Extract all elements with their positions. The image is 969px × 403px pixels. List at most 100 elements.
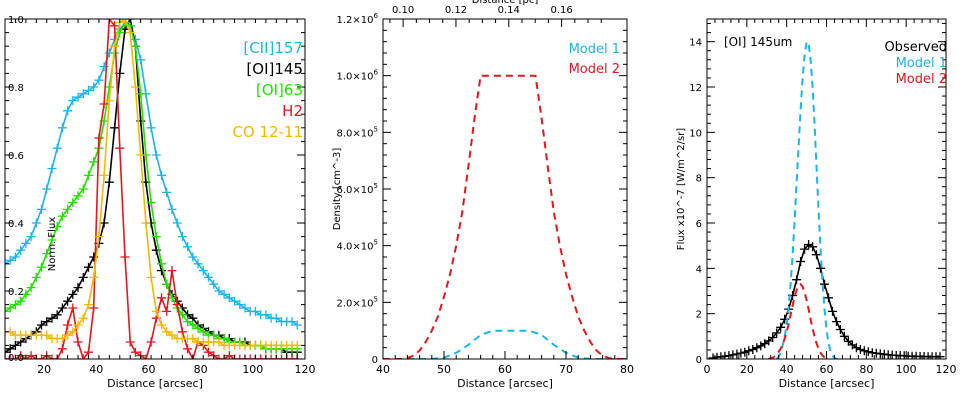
y-tick-label: 1.0×106 bbox=[337, 69, 379, 83]
data-point bbox=[10, 340, 20, 350]
x-tick-label: 40 bbox=[376, 363, 390, 376]
data-point bbox=[84, 262, 93, 272]
data-point bbox=[63, 296, 73, 306]
data-point bbox=[42, 184, 52, 194]
data-point bbox=[26, 232, 36, 242]
chart-panel-left: 20 40 60 80 100 120 0.0 0.2 0.4 0.6 0.8 1.0 Distance… bbox=[4, 15, 316, 390]
data-point bbox=[835, 325, 845, 334]
data-point bbox=[130, 82, 140, 92]
data-point bbox=[151, 306, 161, 316]
data-point bbox=[63, 204, 73, 214]
data-point bbox=[167, 266, 177, 276]
data-point bbox=[204, 347, 213, 357]
data-point bbox=[99, 99, 109, 109]
legend-entry: [OI]145 bbox=[246, 60, 303, 78]
data-point bbox=[146, 272, 156, 282]
y-tick-label: 0.0 bbox=[8, 353, 24, 364]
data-point bbox=[68, 327, 78, 337]
data-point bbox=[104, 177, 114, 187]
data-point bbox=[820, 279, 829, 289]
data-point bbox=[157, 259, 166, 269]
y-tick-label: 1.2×106 bbox=[337, 12, 379, 26]
y-tick-label: 10 bbox=[689, 128, 702, 139]
data-point bbox=[863, 347, 873, 357]
data-point bbox=[89, 272, 99, 282]
x-axis-label: Distance [arcsec] bbox=[107, 377, 203, 390]
data-point bbox=[167, 204, 177, 214]
x2-tick-label: 0.16 bbox=[550, 5, 572, 16]
data-point bbox=[287, 354, 297, 359]
data-point bbox=[52, 221, 62, 231]
y-tick-label: 8 bbox=[696, 174, 702, 185]
y-tick-label: 1.0 bbox=[8, 15, 24, 26]
data-point bbox=[728, 350, 738, 359]
data-point bbox=[110, 21, 120, 31]
data-point bbox=[209, 279, 219, 289]
legend-entry: Model 2 bbox=[896, 72, 947, 87]
data-point bbox=[756, 341, 766, 351]
y-tick-label: 0.6 bbox=[8, 151, 24, 162]
data-point bbox=[136, 150, 146, 160]
data-point bbox=[52, 143, 62, 153]
data-point bbox=[110, 41, 120, 51]
legend-entry: Model 2 bbox=[569, 62, 620, 77]
x-tick-label: 60 bbox=[141, 363, 155, 376]
data-point bbox=[736, 348, 746, 358]
x2-tick-label: 0.14 bbox=[498, 5, 520, 16]
data-point bbox=[748, 345, 758, 354]
legend-entry: Model 1 bbox=[896, 56, 947, 71]
data-point bbox=[78, 89, 88, 99]
data-point bbox=[37, 320, 46, 330]
legend-entry: H2 bbox=[282, 102, 303, 120]
data-point bbox=[804, 240, 814, 249]
y-tick-label: 6.0×105 bbox=[337, 182, 378, 196]
data-point bbox=[240, 303, 250, 313]
data-point bbox=[776, 322, 786, 332]
legend: Model 1 Model 2 bbox=[569, 42, 620, 77]
data-point bbox=[73, 283, 83, 293]
data-point bbox=[120, 252, 130, 262]
data-point bbox=[151, 232, 161, 242]
data-point bbox=[57, 211, 67, 221]
x-tick-label: 100 bbox=[896, 363, 917, 376]
data-point bbox=[800, 244, 810, 254]
data-point bbox=[16, 296, 26, 306]
data-point bbox=[78, 184, 88, 194]
data-point bbox=[16, 245, 26, 255]
data-point bbox=[193, 259, 203, 269]
data-point bbox=[125, 28, 135, 38]
x-tick-label: 120 bbox=[936, 363, 957, 376]
data-point bbox=[287, 317, 297, 327]
data-point bbox=[708, 353, 718, 359]
data-point bbox=[824, 293, 833, 303]
data-point bbox=[57, 303, 67, 313]
data-point bbox=[89, 157, 99, 167]
data-point bbox=[37, 262, 46, 272]
chart-panel-middle: 40 50 60 70 80 0 2.0×105 4.0×105 6.0×105 8.0×105 1… bbox=[332, 0, 634, 390]
data-point bbox=[5, 347, 10, 357]
data-point bbox=[832, 317, 841, 327]
data-point bbox=[89, 82, 99, 92]
data-point bbox=[172, 218, 182, 228]
data-point bbox=[130, 347, 140, 357]
data-point bbox=[230, 296, 240, 306]
data-point bbox=[266, 354, 276, 359]
data-point bbox=[851, 343, 861, 353]
data-point bbox=[89, 303, 99, 313]
data-point bbox=[47, 164, 57, 174]
data-point bbox=[167, 330, 177, 340]
data-point bbox=[816, 263, 825, 273]
data-point bbox=[94, 75, 104, 85]
y-axis-label: Density [cm^-3] bbox=[332, 148, 343, 231]
data-point bbox=[68, 198, 78, 208]
y-tick-label: 4.0×105 bbox=[337, 239, 378, 253]
data-point bbox=[104, 96, 114, 106]
data-point bbox=[157, 170, 166, 180]
y-tick-label: 14 bbox=[689, 38, 702, 49]
data-point bbox=[193, 323, 203, 333]
x-tick-label: 20 bbox=[740, 363, 754, 376]
data-point bbox=[177, 232, 187, 242]
data-point bbox=[752, 343, 762, 353]
x-tick-label: 0 bbox=[704, 363, 711, 376]
y-tick-label: 8.0×105 bbox=[337, 125, 378, 139]
